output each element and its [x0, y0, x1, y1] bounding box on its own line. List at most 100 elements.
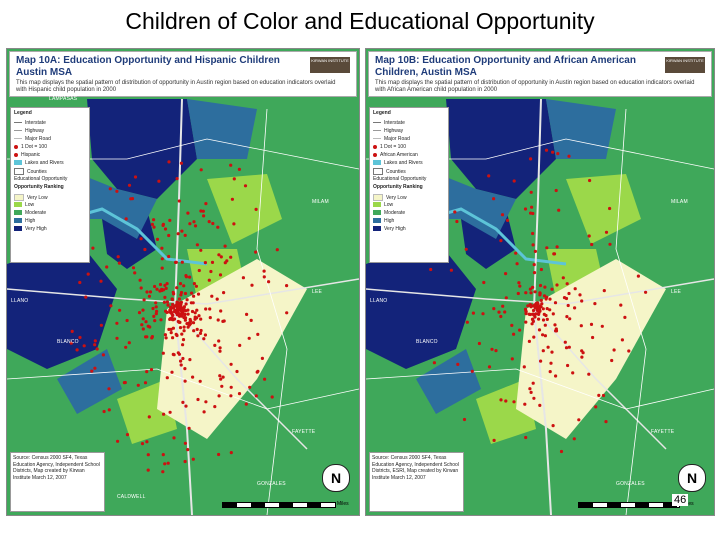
place-label: LLANO	[370, 298, 388, 304]
population-dot	[160, 266, 164, 270]
population-dot	[107, 387, 111, 391]
population-dot	[99, 323, 103, 327]
population-dot	[178, 326, 183, 330]
population-dot	[237, 167, 241, 171]
legend-item: African American	[373, 152, 418, 159]
population-dot	[204, 400, 208, 404]
population-dot	[148, 290, 153, 294]
population-dot	[550, 350, 554, 354]
population-dot	[82, 344, 86, 348]
population-dot	[530, 322, 534, 326]
population-dot	[222, 291, 226, 295]
population-dot	[203, 333, 207, 337]
population-dot	[177, 352, 181, 356]
legend-item: Moderate	[373, 210, 405, 217]
legend-item: Very High	[14, 226, 47, 233]
population-dot	[152, 314, 156, 318]
map-10a-legend: Legend Interstate Highway Major Road 1 D…	[10, 107, 90, 263]
population-dot	[597, 393, 601, 397]
population-dot	[529, 190, 533, 194]
population-dot	[270, 395, 274, 399]
population-dot	[514, 251, 518, 255]
population-dot	[177, 297, 181, 301]
population-dot	[263, 377, 267, 381]
population-dot	[168, 218, 172, 222]
population-dot	[102, 409, 106, 414]
population-dot	[186, 448, 190, 452]
population-dot	[159, 318, 163, 322]
north-arrow-icon: N	[322, 464, 350, 492]
population-dot	[123, 380, 127, 385]
population-dot	[578, 293, 582, 297]
population-dot	[627, 349, 631, 353]
population-dot	[590, 242, 594, 247]
page-number: 46	[672, 494, 689, 506]
population-dot	[181, 356, 185, 361]
population-dot	[541, 307, 545, 311]
population-dot	[99, 279, 103, 283]
population-dot	[564, 296, 569, 301]
population-dot	[179, 300, 183, 304]
population-dot	[589, 322, 594, 326]
population-dot	[504, 272, 508, 276]
legend-item: High	[373, 218, 394, 225]
legend-item: Very Low	[14, 194, 48, 201]
population-dot	[115, 336, 119, 340]
legend-item: Lakes and Rivers	[14, 160, 64, 167]
population-dot	[210, 260, 215, 264]
population-dot	[553, 301, 558, 305]
population-dot	[139, 237, 143, 241]
population-dot	[250, 283, 254, 287]
population-dot	[161, 470, 165, 474]
population-dot	[229, 163, 233, 167]
population-dot	[267, 280, 271, 284]
population-dot	[211, 221, 215, 226]
population-dot	[561, 276, 565, 280]
population-dot	[601, 393, 606, 398]
population-dot	[151, 306, 155, 311]
map-10b-legend: Legend Interstate Highway Major Road 1 D…	[369, 107, 449, 263]
legend-item: Opportunity Ranking	[373, 184, 423, 190]
population-dot	[529, 390, 533, 394]
population-dot	[541, 318, 546, 322]
population-dot	[188, 222, 192, 226]
population-dot	[149, 368, 154, 372]
population-dot	[499, 314, 503, 319]
population-dot	[189, 301, 193, 305]
population-dot	[184, 302, 188, 306]
population-dot	[219, 255, 223, 259]
population-dot	[154, 301, 158, 305]
population-dot	[167, 160, 171, 164]
population-dot	[186, 312, 190, 316]
population-dot	[550, 287, 554, 291]
population-dot	[218, 349, 222, 353]
population-dot	[144, 320, 148, 324]
population-dot	[131, 266, 136, 270]
legend-item: Educational Opportunity	[373, 176, 427, 182]
population-dot	[538, 293, 542, 297]
population-dot	[184, 274, 188, 278]
population-dot	[197, 268, 201, 273]
population-dot	[188, 358, 192, 362]
place-label: GONZALES	[257, 481, 286, 487]
population-dot	[548, 308, 552, 312]
population-dot	[153, 284, 157, 289]
population-dot	[204, 202, 208, 206]
population-dot	[537, 317, 541, 321]
population-dot	[256, 369, 260, 373]
population-dot	[565, 315, 569, 319]
population-dot	[182, 325, 186, 329]
population-dot	[506, 218, 510, 222]
population-dot	[198, 379, 202, 383]
population-dot	[86, 272, 90, 276]
population-dot	[577, 418, 581, 422]
population-dot	[602, 289, 606, 293]
population-dot	[604, 230, 609, 234]
population-dot	[172, 436, 176, 440]
population-dot	[147, 415, 151, 419]
population-dot	[490, 347, 494, 351]
population-dot	[161, 223, 165, 227]
population-dot	[580, 355, 584, 359]
population-dot	[580, 299, 584, 303]
population-dot	[254, 250, 258, 254]
